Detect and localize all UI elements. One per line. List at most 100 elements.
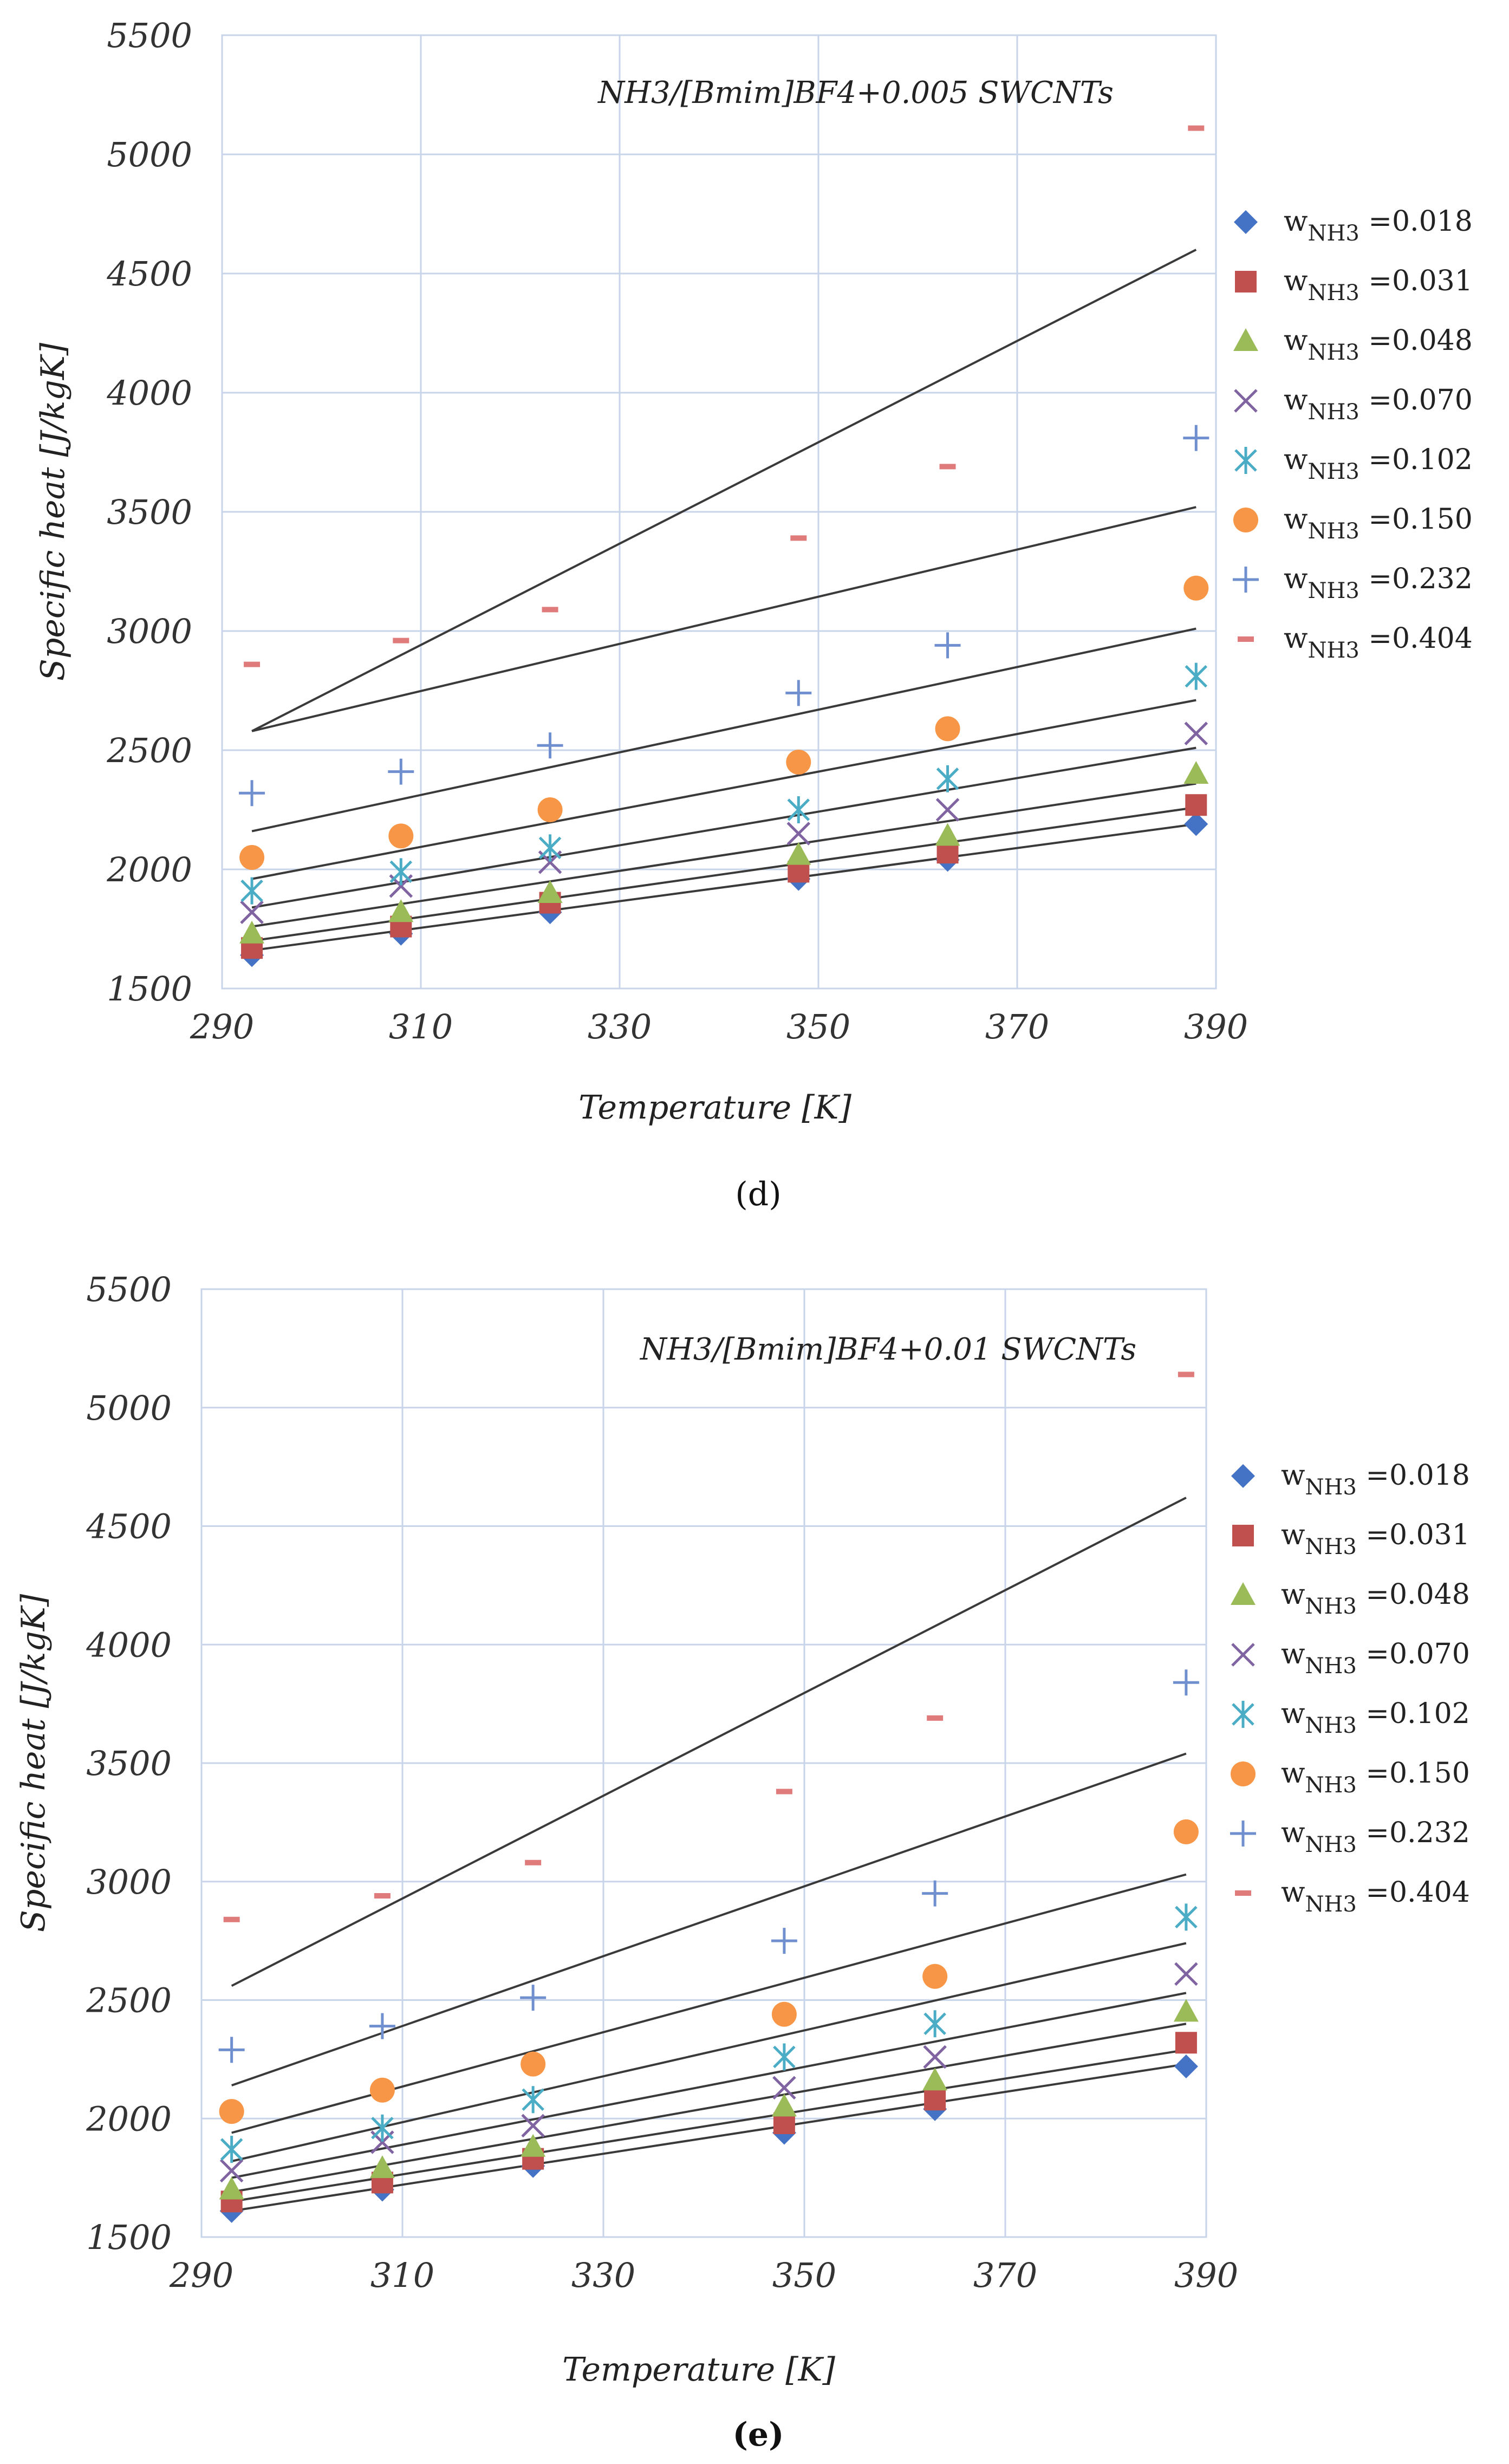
y-tick-label: 4500 [86,1507,172,1546]
data-point-0.232 [388,758,414,785]
legend-marker-0.048 [1231,1582,1256,1605]
data-point-0.404 [525,1860,542,1865]
y-tick-label: 4000 [106,373,192,413]
data-point-0.102 [773,2043,796,2071]
chart-panel-e: 290 310 330 350 370 390 1500 2000 2500 3000 3500 4… [15,1270,1470,2454]
y-tick-labels: 1500 2000 2500 3000 3500 4000 4500 5000 5500 [86,1270,172,2257]
data-point-0.150 [521,2051,546,2077]
fit-lines [231,1497,1187,2212]
data-point-0.070 [240,900,264,924]
data-point-0.150 [219,2099,244,2124]
y-tick-label: 4500 [106,254,192,294]
y-tick-label: 5000 [107,135,192,174]
data-point-0.232 [1173,1669,1199,1696]
data-point-0.048 [388,899,414,922]
data-point-0.048 [786,842,811,865]
data-point-0.232 [771,1928,797,1954]
data-point-0.150 [1183,575,1209,601]
y-tick-label: 3500 [107,492,192,532]
legend-marker-0.018 [1231,1464,1255,1488]
legend-label: wNH3 =0.018 [1284,205,1473,246]
y-tick-label: 1500 [86,2218,172,2257]
legend-label: wNH3 =0.031 [1284,265,1473,305]
x-tick-label: 370 [985,1007,1049,1046]
data-point-0.070 [521,2114,545,2138]
data-point-0.232 [537,732,563,759]
x-tick-label: 390 [1174,2255,1238,2295]
data-point-0.232 [934,632,961,659]
legend-marker-0.018 [1234,210,1258,234]
x-tick-label: 330 [588,1007,652,1046]
data-point-0.048 [239,920,265,944]
fit-line-0.102 [251,699,1196,880]
fit-line-0.404 [231,1497,1187,1987]
legend-label: wNH3 =0.150 [1281,1757,1470,1798]
x-tick-label: 310 [389,1007,453,1046]
y-tick-label: 2000 [86,2099,172,2138]
data-point-0.404 [393,638,409,643]
data-point-0.031 [924,2089,946,2111]
y-tick-label: 3000 [107,612,192,651]
fit-line-0.232 [251,506,1196,732]
data-point-0.232 [1183,425,1209,451]
data-point-0.102 [1185,662,1208,690]
data-point-0.102 [371,2114,394,2142]
data-point-0.150 [369,2077,395,2103]
data-point-0.018 [1184,812,1208,836]
data-point-0.031 [1175,2032,1197,2054]
data-point-0.404 [542,607,558,613]
y-tick-label: 5000 [86,1388,172,1428]
data-point-0.232 [520,1985,547,2011]
panel-label: (d) [735,1175,781,1213]
fit-line-0.102 [231,1942,1187,2162]
legend-marker-0.102 [1234,447,1257,474]
chart-title: NH3/[Bmim]BF4+0.01 SWCNTs [639,1332,1136,1367]
data-point-0.070 [935,798,960,822]
x-tick-labels: 290 310 330 350 370 390 [190,1007,1248,1046]
data-point-0.404 [939,464,956,470]
x-axis-label: Temperature [K] [578,1089,851,1127]
legend-label: wNH3 =0.018 [1281,1459,1470,1500]
legend-label: wNH3 =0.102 [1281,1698,1470,1738]
fit-line-0.048 [231,2023,1187,2193]
data-point-0.031 [1185,794,1207,816]
x-tick-labels: 290 310 330 350 370 390 [169,2255,1238,2295]
data-point-0.404 [1188,125,1205,131]
data-point-0.232 [218,2037,245,2063]
data-point-0.070 [786,822,811,846]
data-point-0.048 [771,2094,797,2117]
data-point-0.070 [219,2159,244,2183]
fit-line-0.070 [231,1992,1187,2179]
legend-label: wNH3 =0.102 [1284,444,1473,484]
legend: wNH3 =0.018 wNH3 =0.031 wNH3 =0.048 wNH3 =0… [1233,205,1473,663]
x-tick-label: 350 [786,1007,850,1046]
data-point-0.102 [936,765,959,792]
data-point-0.150 [239,845,265,870]
legend-label: wNH3 =0.150 [1284,503,1473,544]
legend: wNH3 =0.018 wNH3 =0.031 wNH3 =0.048 wNH3 =0… [1230,1459,1470,1917]
x-tick-label: 390 [1184,1007,1248,1046]
fit-lines [251,249,1197,952]
legend-marker-0.404 [1238,636,1254,642]
x-tick-label: 290 [169,2255,233,2295]
gridlines [221,34,1217,990]
data-point-0.048 [369,2155,395,2179]
fit-line-0.150 [251,627,1196,833]
data-point-0.150 [537,797,563,822]
y-tick-label: 3000 [86,1862,172,1902]
data-point-0.102 [522,2086,544,2114]
chart-title: NH3/[Bmim]BF4+0.005 SWCNTs [597,75,1114,110]
y-tick-label: 5500 [86,1270,172,1309]
data-point-0.102 [220,2136,243,2163]
fit-line-0.404 [251,249,1197,732]
legend-label: wNH3 =0.070 [1284,384,1473,425]
data-point-0.150 [935,716,960,742]
y-tick-labels: 1500 2000 2500 3000 3500 4000 4500 5000 5500 [106,16,192,1009]
y-axis-label: Specific heat [J/kgK] [15,1594,53,1932]
data-point-0.404 [244,661,261,667]
x-tick-label: 310 [370,2255,434,2295]
legend-marker-0.031 [1235,271,1257,292]
legend-marker-0.031 [1232,1525,1254,1546]
data-point-0.048 [935,823,960,846]
